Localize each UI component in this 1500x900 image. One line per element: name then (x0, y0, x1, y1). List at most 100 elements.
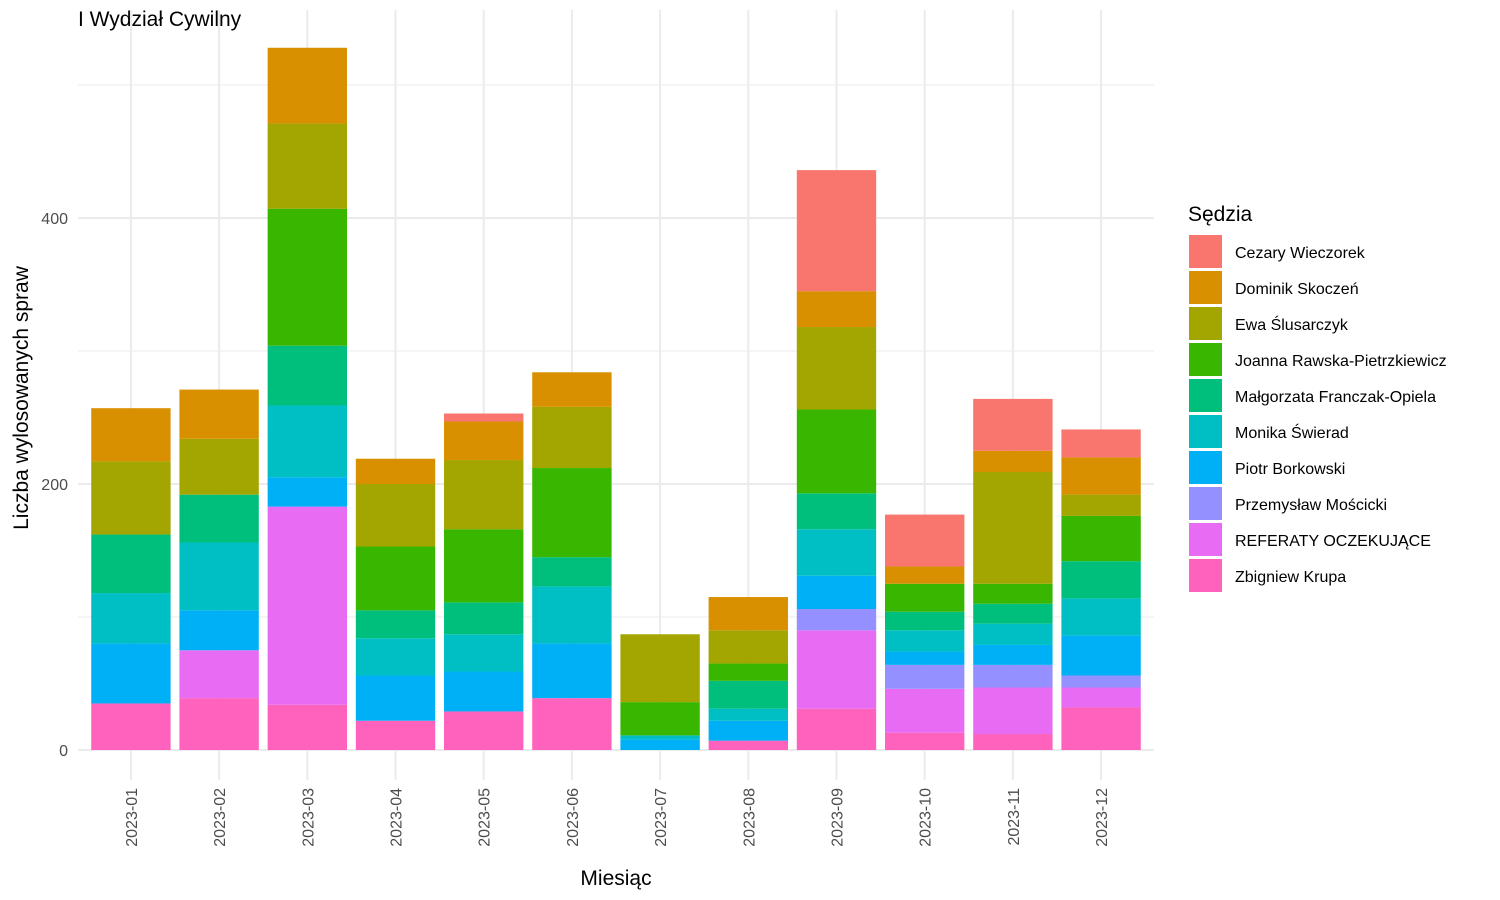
bar-segment (708, 708, 788, 721)
legend-swatch (1189, 343, 1222, 376)
legend-label: Małgorzata Franczak-Opiela (1235, 389, 1436, 406)
x-axis-title: Miesiąc (580, 867, 651, 890)
bar-segment (796, 327, 877, 410)
bar-segment (1061, 561, 1141, 599)
legend-label: Zbigniew Krupa (1235, 569, 1346, 586)
bar-segment (532, 586, 612, 644)
bar-segment (796, 609, 877, 631)
bar-segment (91, 461, 171, 535)
bar-segment (885, 514, 965, 567)
x-tick-label: 2023-05 (477, 788, 494, 847)
legend-swatch (1189, 523, 1222, 556)
legend-label: Przemysław Mościcki (1235, 497, 1387, 514)
bar-segment (973, 734, 1053, 750)
bar-segment (179, 494, 259, 543)
bar-segment (973, 583, 1053, 604)
bar-segment (885, 566, 965, 584)
bar-segment (267, 345, 347, 406)
legend-swatch (1189, 451, 1222, 484)
bar-segment (1061, 707, 1141, 750)
x-tick-label: 2023-10 (918, 788, 935, 847)
legend-label: Joanna Rawska-Pietrzkiewicz (1235, 353, 1447, 370)
x-tick-label: 2023-11 (1006, 788, 1023, 846)
legend-label: REFERATY OCZEKUJĄCE (1235, 533, 1431, 550)
bar-segment (267, 506, 347, 705)
bar-segment (973, 450, 1053, 473)
bar-segment (1061, 675, 1141, 688)
legend-swatch (1189, 487, 1222, 520)
bar-segment (973, 623, 1053, 645)
legend-swatch (1189, 379, 1222, 412)
bar-segment (91, 643, 171, 704)
bar-segment (708, 720, 788, 741)
bar-segment (355, 546, 436, 611)
bar-segment (355, 610, 436, 639)
bar-segment (267, 704, 347, 750)
bar-segment (91, 593, 171, 644)
legend-label: Ewa Ślusarczyk (1235, 315, 1349, 334)
x-tick-label: 2023-01 (124, 788, 141, 847)
bar-segment (179, 650, 259, 699)
x-tick-label: 2023-03 (300, 788, 317, 847)
bar-segment (973, 664, 1053, 688)
bar-segment (444, 529, 524, 603)
bar-segment (885, 630, 965, 652)
bar-segment (532, 372, 612, 407)
bar-segment (1061, 429, 1141, 458)
bar-segment (444, 711, 524, 750)
bar-segment (355, 458, 436, 484)
bar-segment (796, 493, 877, 530)
bar-segment (91, 703, 171, 750)
bar-segment (267, 208, 347, 346)
x-axis-ticks: 2023-01 2023-02 2023-03 2023-04 2023-05 2023-… (124, 788, 1111, 847)
legend-label: Dominik Skoczeń (1235, 281, 1359, 298)
bar-segment (532, 468, 612, 558)
bar-segment (355, 675, 436, 721)
bar-segment (355, 484, 436, 547)
bar-segment (1061, 494, 1141, 516)
bar-segment (885, 732, 965, 750)
bar-segment (708, 597, 788, 631)
chart-title: I Wydział Cywilny (78, 8, 242, 31)
bar-segment (620, 739, 700, 750)
bar-segment (973, 472, 1053, 584)
bar-segment (1061, 457, 1141, 495)
bar-segment (179, 698, 259, 750)
bar-segment (444, 413, 524, 422)
bar-segment (973, 603, 1053, 624)
bar-segment (973, 687, 1053, 735)
bar-segment (708, 740, 788, 750)
bar-segment (1061, 515, 1141, 562)
y-tick-label: 200 (41, 477, 68, 494)
y-tick-label: 400 (41, 211, 68, 228)
y-tick-label: 0 (59, 743, 68, 760)
bar-segment (355, 638, 436, 676)
legend-swatch (1189, 271, 1222, 304)
bar-segment (267, 47, 347, 124)
bar-segment (1061, 598, 1141, 636)
bar-segment (444, 460, 524, 530)
bar-segment (796, 170, 877, 292)
bar-segment (1061, 687, 1141, 708)
bar-segment (444, 634, 524, 672)
bar-segment (532, 698, 612, 750)
legend-label: Cezary Wieczorek (1235, 245, 1366, 262)
legend-title: Sędzia (1188, 203, 1253, 226)
x-tick-label: 2023-09 (829, 788, 846, 847)
x-tick-label: 2023-04 (389, 788, 406, 847)
bars (91, 47, 1141, 750)
bar-segment (885, 664, 965, 689)
bar-segment (885, 583, 965, 612)
bar-segment (444, 602, 524, 635)
bar-segment (179, 389, 259, 439)
bar-segment (885, 688, 965, 733)
legend-swatch (1189, 235, 1222, 268)
legend-swatch (1189, 559, 1222, 592)
x-tick-label: 2023-12 (1094, 788, 1111, 847)
bar-segment (885, 611, 965, 631)
bar-segment (267, 123, 347, 209)
bar-segment (179, 610, 259, 651)
bar-segment (973, 398, 1053, 451)
bar-segment (708, 630, 788, 664)
